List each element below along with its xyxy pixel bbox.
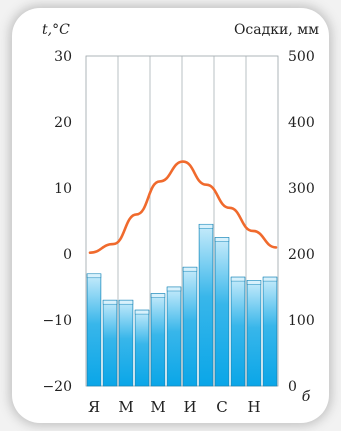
month-tick-label: М xyxy=(150,398,165,416)
right-axis-title: Осадки, мм xyxy=(234,22,319,38)
chart-card: 30 20 10 0 −10 −20 500 400 300 200 100 0 t,°C Осадки,… xyxy=(12,8,329,423)
precipitation-bar xyxy=(118,299,134,387)
left-axis-title: t,°C xyxy=(42,22,70,38)
precipitation-bar-top xyxy=(262,276,278,282)
left-axis-tick-label: −10 xyxy=(42,313,72,329)
precipitation-bar-top xyxy=(214,237,230,242)
precipitation-bar-top xyxy=(118,299,134,305)
right-axis-tick-label: 300 xyxy=(288,181,315,197)
precipitation-bar xyxy=(166,286,182,387)
precipitation-bar-top xyxy=(150,293,166,298)
right-axis-tick-label: 100 xyxy=(288,313,315,329)
precipitation-bar xyxy=(262,276,278,387)
precipitation-bar xyxy=(102,299,118,387)
precipitation-bar-top xyxy=(198,224,214,229)
right-axis-tick-label: 400 xyxy=(288,115,315,131)
precipitation-bar xyxy=(246,280,262,387)
precipitation-bar xyxy=(214,237,230,387)
panel-label: б xyxy=(302,389,311,405)
right-axis-tick-label: 500 xyxy=(288,49,315,65)
precipitation-bar-top xyxy=(182,266,198,272)
left-axis-tick-label: −20 xyxy=(42,379,72,395)
month-tick-label: М xyxy=(118,398,133,416)
month-tick-label: Я xyxy=(88,398,100,416)
left-axis-tick-label: 0 xyxy=(63,247,72,263)
right-axis-tick-label: 0 xyxy=(288,379,297,395)
precipitation-bar-top xyxy=(166,286,182,292)
left-axis-tick-label: 10 xyxy=(54,181,72,197)
month-tick-label: С xyxy=(216,398,227,416)
precipitation-bar-top xyxy=(246,280,262,285)
precipitation-bar xyxy=(230,276,246,387)
precipitation-bar xyxy=(134,309,150,387)
month-tick-label: И xyxy=(183,398,196,416)
precipitation-bar-top xyxy=(230,276,246,282)
temperature-line xyxy=(88,160,278,254)
right-axis-tick-label: 200 xyxy=(288,247,315,263)
precipitation-bar xyxy=(150,293,166,387)
left-axis-tick-label: 30 xyxy=(54,49,72,65)
precipitation-bar-top xyxy=(134,309,150,315)
left-axis-tick-label: 20 xyxy=(54,115,72,131)
precipitation-bar xyxy=(198,223,214,387)
precipitation-bar-top xyxy=(86,273,102,279)
month-tick-label: Н xyxy=(247,398,260,416)
precipitation-bar xyxy=(182,266,198,387)
precipitation-bar-top xyxy=(102,299,118,305)
precipitation-bar xyxy=(86,273,102,387)
